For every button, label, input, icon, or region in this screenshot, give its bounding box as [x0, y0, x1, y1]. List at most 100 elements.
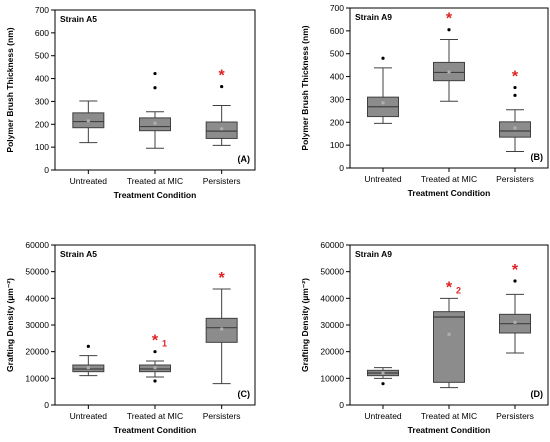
mean-marker: [381, 371, 385, 375]
x-tick-label: Treated at MIC: [127, 176, 183, 186]
box-group: [139, 71, 171, 149]
panel-label: (C): [238, 389, 251, 399]
y-tick-label: 400: [330, 72, 344, 82]
x-axis-label: Treatment Condition: [408, 425, 491, 435]
x-axis-label: Treatment Condition: [114, 425, 197, 435]
significance-marker: *: [446, 11, 453, 28]
y-tick-label: 200: [35, 119, 49, 129]
outlier-point: [513, 279, 517, 283]
y-axis-label: Grafting Density (µm⁻²): [300, 278, 310, 372]
y-axis-label: Polymer Brush Thickness (nm): [300, 25, 310, 150]
y-tick-label: 20000: [25, 347, 49, 357]
panel-label: (D): [531, 389, 544, 399]
y-tick-label: 50000: [25, 267, 49, 277]
outlier-point: [381, 382, 385, 386]
box-group: [367, 367, 399, 386]
mean-marker: [86, 366, 90, 370]
significance-marker: *: [152, 333, 159, 350]
box-group: * 1: [139, 333, 171, 383]
y-tick-label: 30000: [25, 320, 49, 330]
outlier-point: [220, 84, 224, 89]
y-tick-label: 700: [330, 3, 344, 13]
panel-b: 0 100 200 300 400 500 600 700 Untreated Treated a…: [300, 3, 549, 198]
strain-label: Strain A5: [60, 14, 97, 24]
y-tick-label: 600: [35, 28, 49, 38]
outlier-point: [153, 86, 157, 90]
significance-marker: *: [446, 279, 453, 296]
x-tick-label: Persisters: [203, 411, 241, 421]
mean-marker: [86, 119, 90, 123]
box-group: *: [499, 262, 531, 354]
panel-label: (A): [238, 154, 251, 164]
outlier-point: [153, 350, 157, 354]
y-tick-label: 0: [339, 400, 344, 410]
y-tick-label: 600: [330, 26, 344, 36]
y-axis-label: Polymer Brush Thickness (nm): [5, 27, 15, 152]
mean-marker: [153, 366, 157, 370]
mean-marker: [513, 126, 517, 130]
outlier-point: [447, 28, 451, 32]
x-axis-label: Treatment Condition: [408, 188, 491, 198]
y-tick-label: 0: [339, 163, 344, 173]
y-tick-label: 60000: [25, 240, 49, 250]
panel-label: (B): [531, 152, 544, 162]
outlier-point: [86, 344, 90, 348]
y-tick-label: 300: [35, 96, 49, 106]
box-group: *: [205, 270, 238, 385]
mean-marker: [220, 127, 224, 131]
y-tick-label: 100: [330, 140, 344, 150]
mean-marker: [153, 121, 157, 125]
significance-subscript: 1: [162, 339, 167, 349]
x-tick-label: Persisters: [496, 174, 534, 184]
outlier-point: [513, 93, 517, 97]
y-tick-label: 0: [44, 400, 49, 410]
y-tick-label: 100: [35, 142, 49, 152]
panel-d: 0 10000 20000 30000 40000 50000 60000 Untreated…: [300, 240, 549, 435]
y-tick-label: 500: [35, 51, 49, 61]
x-tick-label: Untreated: [364, 411, 402, 421]
mean-marker: [220, 327, 224, 331]
x-axis-label: Treatment Condition: [114, 190, 197, 200]
mean-marker: [447, 332, 451, 336]
y-tick-label: 300: [330, 94, 344, 104]
y-tick-label: 20000: [320, 347, 344, 357]
y-tick-label: 40000: [320, 293, 344, 303]
box-group: [367, 56, 399, 124]
panel-a: 0 100 200 300 400 500 600 700 Untreated Treated a…: [5, 5, 256, 200]
significance-marker: *: [219, 270, 226, 287]
mean-marker: [381, 101, 385, 105]
x-tick-label: Untreated: [70, 411, 108, 421]
box-group: [72, 100, 105, 144]
box-iqr: [433, 311, 465, 383]
y-tick-label: 0: [44, 165, 49, 175]
x-tick-label: Untreated: [70, 176, 108, 186]
x-tick-label: Treated at MIC: [421, 411, 477, 421]
significance-marker: *: [512, 262, 519, 279]
strain-label: Strain A9: [355, 249, 392, 259]
x-tick-label: Treated at MIC: [127, 411, 183, 421]
significance-subscript: 2: [456, 285, 461, 295]
mean-marker: [513, 320, 517, 324]
box-group: *: [205, 68, 238, 146]
strain-label: Strain A9: [355, 12, 392, 22]
box-group: *: [499, 69, 531, 153]
x-tick-label: Persisters: [496, 411, 534, 421]
significance-marker: *: [512, 69, 519, 86]
y-tick-label: 30000: [320, 320, 344, 330]
outlier-point: [513, 85, 517, 90]
y-tick-label: 40000: [25, 293, 49, 303]
outlier-point: [381, 56, 385, 60]
significance-marker: *: [219, 68, 226, 85]
y-tick-label: 400: [35, 74, 49, 84]
y-tick-label: 500: [330, 49, 344, 59]
box-group: * 2: [433, 279, 465, 389]
x-tick-label: Treated at MIC: [421, 174, 477, 184]
box-group: *: [433, 11, 465, 102]
outlier-point: [153, 379, 157, 383]
panel-c: 0 10000 20000 30000 40000 50000 60000 Untreated…: [5, 240, 256, 435]
y-tick-label: 60000: [320, 240, 344, 250]
outlier-point: [153, 71, 157, 76]
y-tick-label: 200: [330, 117, 344, 127]
box-group: [72, 344, 105, 377]
